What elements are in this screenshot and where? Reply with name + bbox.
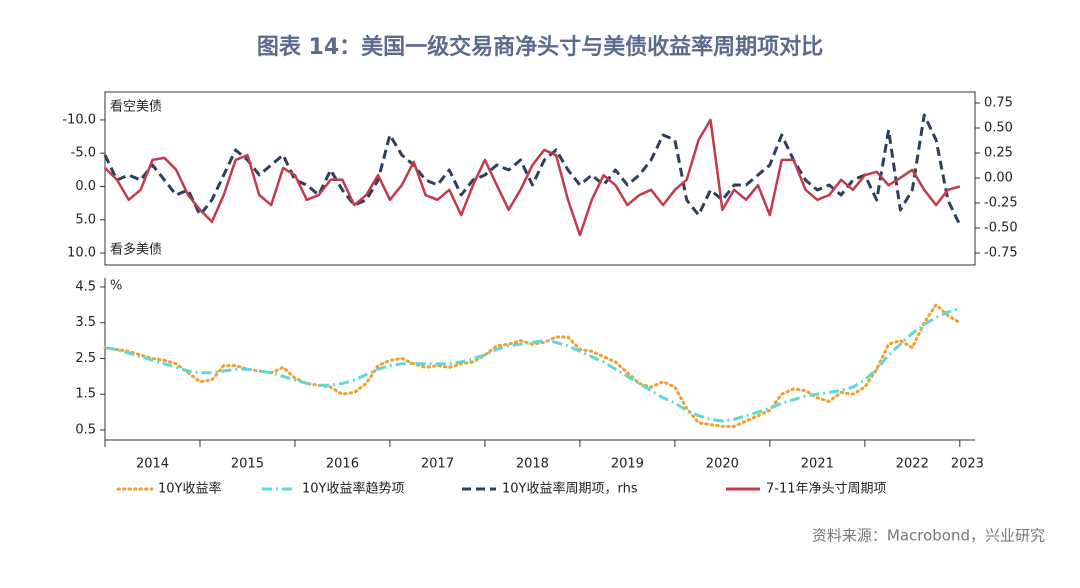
y-tick-label: 3.5: [75, 315, 96, 330]
y2-tick-label: 0.50: [984, 121, 1013, 136]
y2-tick-label: 0.75: [984, 96, 1013, 111]
y-tick-label: 4.5: [75, 279, 96, 294]
x-tick-label: 2022: [896, 457, 929, 472]
y-tick-label: 1.5: [75, 387, 96, 402]
y2-tick-label: -0.25: [984, 196, 1018, 211]
y-tick-label: -5.0: [71, 146, 96, 161]
y-tick-label: 0.5: [75, 422, 96, 437]
x-tick-label: 2014: [136, 457, 169, 472]
legend-label: 10Y收益率: [158, 481, 221, 497]
y-unit: %: [110, 279, 122, 294]
y2-tick-label: 0.25: [984, 146, 1013, 161]
y-tick-label: 2.5: [75, 351, 96, 366]
figure-title: 图表 14：美国一级交易商净头寸与美债收益率周期项对比: [257, 34, 823, 60]
source: 资料来源：Macrobond，兴业研究: [812, 527, 1045, 545]
series-line: [103, 113, 962, 226]
y-tick-label: 0.0: [75, 179, 96, 194]
y-tick-label: 5.0: [75, 212, 96, 227]
y2-tick-label: -0.75: [984, 246, 1018, 261]
series-line: [104, 306, 961, 423]
annotation: 看多美债: [110, 242, 162, 258]
top-panel-frame: [104, 91, 976, 266]
x-tick-label: 2020: [706, 457, 739, 472]
x-tick-label: 2023: [951, 457, 984, 472]
x-tick-label: 2016: [326, 457, 359, 472]
legend-label: 10Y收益率周期项，rhs: [502, 481, 638, 497]
x-tick-label: 2021: [801, 457, 834, 472]
series-line: [104, 118, 961, 237]
y2-tick-label: 0.00: [984, 171, 1013, 186]
x-tick-label: 2015: [231, 457, 264, 472]
y2-tick-label: -0.50: [984, 221, 1018, 236]
series-line: [103, 303, 962, 428]
x-tick-label: 2017: [421, 457, 454, 472]
y-tick-label: -10.0: [62, 112, 96, 127]
annotation: 看空美债: [110, 99, 162, 115]
legend-label: 7-11年净头寸周期项: [766, 482, 887, 497]
legend-label: 10Y收益率趋势项: [302, 481, 404, 497]
x-tick-label: 2019: [611, 457, 644, 472]
x-tick-label: 2018: [516, 457, 549, 472]
y-tick-label: 10.0: [67, 246, 96, 261]
